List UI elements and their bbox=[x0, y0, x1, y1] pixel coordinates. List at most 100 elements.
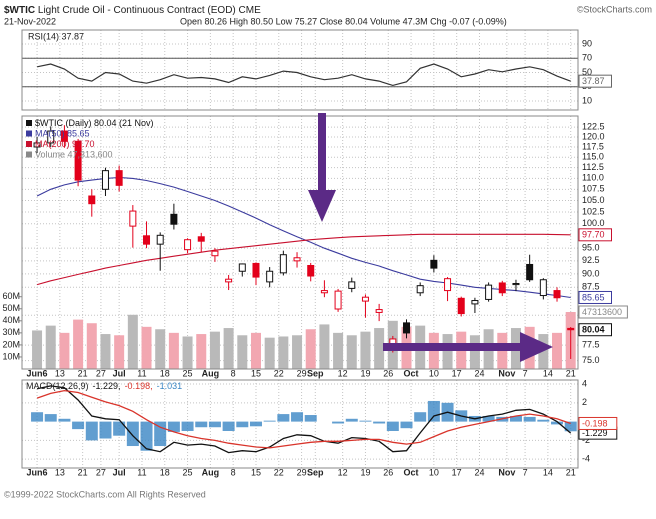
y-tick-label: 2 bbox=[582, 397, 587, 407]
end-label-box bbox=[578, 290, 612, 304]
legend-label: RSI(14) 37.87 bbox=[28, 31, 84, 41]
volume-bar bbox=[305, 329, 316, 369]
histogram-bar bbox=[236, 421, 249, 428]
volume-tick-label: 30M bbox=[2, 327, 20, 337]
y-tick-label: 75.0 bbox=[582, 355, 600, 365]
candle-body bbox=[567, 327, 575, 331]
candle-body bbox=[143, 235, 151, 245]
volume-bar bbox=[538, 334, 549, 369]
x-tick-label: 26 bbox=[383, 467, 393, 477]
end-label-box bbox=[578, 305, 628, 319]
y-tick-label: 50 bbox=[582, 67, 592, 77]
x-tick-label: 27 bbox=[96, 467, 106, 477]
y-tick-label: 92.5 bbox=[582, 255, 600, 265]
candle-body bbox=[485, 284, 493, 300]
end-label-box bbox=[578, 74, 612, 88]
candle-body bbox=[361, 296, 369, 302]
y-tick-label: 115.0 bbox=[582, 152, 604, 162]
x-tick-label: 8 bbox=[231, 368, 236, 378]
end-label: 80.04 bbox=[582, 325, 605, 335]
candle-body bbox=[33, 142, 41, 148]
volume-bar bbox=[237, 335, 248, 369]
volume-bar bbox=[32, 330, 43, 369]
volume-bar bbox=[127, 314, 138, 369]
y-tick-label: 122.5 bbox=[582, 122, 605, 132]
header-line: $WTIC Light Crude Oil - Continuous Contr… bbox=[4, 5, 261, 16]
y-tick-label: 87.5 bbox=[582, 282, 600, 292]
x-tick-label: 11 bbox=[137, 368, 146, 378]
x-tick-label: 21 bbox=[566, 467, 576, 477]
histogram-bar bbox=[291, 412, 304, 422]
macd-line bbox=[36, 385, 572, 454]
legend-title: MACD(12,26,9) bbox=[26, 381, 89, 391]
x-tick-label: 10 bbox=[429, 467, 439, 477]
volume-bar bbox=[141, 326, 152, 369]
y-tick-label: 100.0 bbox=[582, 218, 605, 228]
x-tick-label: 19 bbox=[360, 368, 370, 378]
candle-body bbox=[334, 290, 342, 310]
x-tick-label: 10 bbox=[429, 368, 439, 378]
legend: MACD(12,26,9) -1.229, -0.198, -1.031 bbox=[26, 381, 182, 391]
volume-bar bbox=[552, 332, 563, 369]
y-tick-label: 77.5 bbox=[582, 339, 600, 349]
header-date: 21-Nov-2022 bbox=[4, 16, 56, 26]
candle-body bbox=[47, 130, 55, 144]
legend-swatch bbox=[26, 120, 32, 126]
histogram-bar bbox=[386, 421, 399, 431]
end-label: -1.229 bbox=[582, 428, 608, 438]
histogram-bar bbox=[58, 418, 71, 422]
candle-body bbox=[293, 257, 301, 262]
volume-bar bbox=[250, 332, 261, 369]
volume-bar bbox=[168, 332, 179, 369]
x-tick-label: Oct bbox=[404, 368, 419, 378]
x-tick-label: 22 bbox=[274, 368, 284, 378]
histogram-bar bbox=[140, 421, 153, 451]
x-tick-label: 8 bbox=[231, 467, 236, 477]
candle-body bbox=[307, 265, 315, 277]
histogram-bar bbox=[332, 421, 345, 424]
candle-body bbox=[348, 281, 356, 289]
end-label: 85.65 bbox=[582, 292, 605, 302]
x-tick-label: Aug bbox=[202, 467, 220, 477]
x-tick-label: Jun6 bbox=[27, 467, 48, 477]
histogram-bar bbox=[304, 415, 317, 422]
x-tick-label: 21 bbox=[566, 368, 576, 378]
histogram-bar bbox=[222, 421, 235, 431]
candle-body bbox=[279, 254, 287, 274]
x-tick-label: 19 bbox=[360, 467, 370, 477]
x-tick-label: 29 bbox=[297, 467, 307, 477]
legend-value: -0.198, bbox=[125, 381, 153, 391]
candle-body bbox=[101, 170, 109, 190]
x-tick-label: 13 bbox=[55, 467, 65, 477]
x-tick-label: 25 bbox=[183, 368, 193, 378]
legend-swatch bbox=[26, 141, 32, 147]
volume-bar bbox=[209, 331, 220, 369]
histogram-bar bbox=[482, 415, 495, 422]
x-tick-label: 15 bbox=[251, 368, 261, 378]
annotation-arrow-shaft bbox=[318, 113, 326, 193]
histogram-bar bbox=[181, 421, 194, 431]
y-tick-label: 90 bbox=[582, 38, 592, 48]
price-frame bbox=[21, 115, 579, 370]
histogram-bar bbox=[263, 420, 276, 422]
end-label-box bbox=[578, 323, 612, 337]
x-tick-label: Aug bbox=[202, 368, 220, 378]
instrument-name: Light Crude Oil - Continuous Contract (E… bbox=[38, 5, 261, 16]
volume-bar bbox=[264, 337, 275, 369]
x-tick-label: 24 bbox=[474, 467, 484, 477]
candle-body bbox=[74, 140, 82, 181]
volume-bar bbox=[223, 328, 234, 369]
volume-bar bbox=[374, 328, 385, 369]
histogram-bar bbox=[72, 421, 85, 430]
volume-tick-label: 20M bbox=[2, 339, 20, 349]
histogram-bar bbox=[277, 414, 290, 422]
histogram-bar bbox=[113, 421, 126, 436]
y-tick-label: 102.5 bbox=[582, 206, 605, 216]
x-tick-label: Jul bbox=[113, 467, 126, 477]
volume-bar bbox=[114, 335, 125, 369]
end-label-box bbox=[578, 228, 612, 242]
volume-tick-label: 60M bbox=[2, 291, 20, 301]
histogram-bar bbox=[126, 421, 139, 447]
candle-body bbox=[539, 279, 547, 297]
histogram-bar bbox=[345, 418, 358, 422]
